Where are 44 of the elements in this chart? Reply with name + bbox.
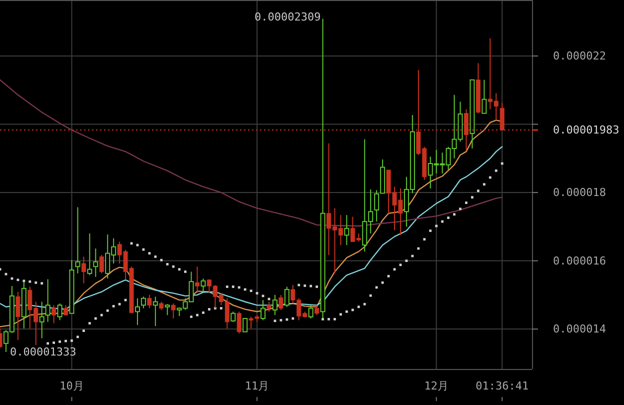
- candlestick: [242, 318, 248, 332]
- candlestick: [152, 296, 158, 326]
- y-tick-label: 0.000018: [553, 186, 606, 200]
- line-series: [0, 79, 503, 227]
- candlestick: [75, 206, 80, 274]
- candlestick: [344, 214, 350, 246]
- candlestick: [278, 294, 284, 310]
- annotation: 0.00002309: [254, 10, 321, 24]
- candlestick: [16, 291, 20, 340]
- candlestick: [164, 304, 170, 316]
- candlestick: [236, 311, 242, 334]
- candlestick: [39, 301, 44, 339]
- candlestick: [81, 256, 86, 284]
- candlestick: [272, 294, 278, 316]
- candlestick: [200, 278, 206, 292]
- candlestick: [99, 254, 104, 274]
- candlestick: [482, 79, 487, 114]
- candlestick: [93, 248, 98, 278]
- candlestick: [171, 302, 176, 319]
- candlestick: [230, 311, 236, 322]
- candlestick: [140, 296, 146, 309]
- candlestick: [284, 286, 290, 308]
- candlestick: [260, 300, 266, 321]
- candlestick: [374, 190, 380, 222]
- candlestick: [57, 302, 62, 321]
- x-tick-label: 11月: [244, 380, 270, 392]
- candlestick: [266, 301, 272, 312]
- candlestick: [147, 294, 152, 309]
- candlestick: [52, 304, 56, 324]
- x-tick-label: 10月: [60, 380, 84, 392]
- x-tick-label: 12月: [424, 380, 448, 392]
- y-tick-label: 0.000014: [553, 322, 606, 336]
- annotation: 0.00001333: [10, 345, 76, 358]
- candlestick: [314, 304, 320, 316]
- y-tick-label: 0.000016: [553, 254, 606, 268]
- y-tick-label: 0.000022: [553, 49, 606, 62]
- candlestick: [308, 304, 314, 319]
- candlestick: [195, 266, 200, 294]
- candlestick: [87, 232, 92, 276]
- candlestick: [64, 304, 68, 316]
- ref-line-label: 0.00001983: [553, 124, 620, 137]
- candlestick: [45, 278, 50, 322]
- candlestick: [134, 298, 140, 326]
- x-tick-label: 01:36:41: [476, 380, 529, 392]
